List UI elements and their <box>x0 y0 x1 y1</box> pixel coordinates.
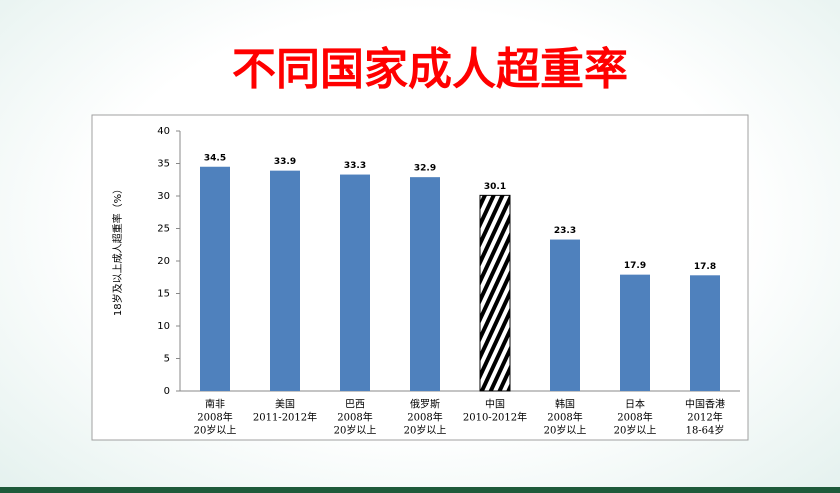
bar <box>200 166 230 391</box>
y-tick-label: 5 <box>164 354 170 365</box>
x-tick-label: 20岁以上 <box>544 424 587 437</box>
value-label: 23.3 <box>554 226 576 236</box>
bar <box>410 177 440 391</box>
bar <box>270 170 300 391</box>
value-label: 32.9 <box>414 164 436 174</box>
bar <box>479 194 511 392</box>
x-tick-label: 20岁以上 <box>614 424 657 437</box>
chart-title: 不同国家成人超重率 <box>232 44 628 95</box>
x-tick-label: 18-64岁 <box>686 424 725 437</box>
x-tick-label: 中国 <box>485 398 505 411</box>
x-tick-label: 日本 <box>625 398 645 411</box>
y-tick-label: 35 <box>157 159 170 170</box>
y-tick-label: 0 <box>164 386 170 397</box>
x-tick-label: 20岁以上 <box>194 424 237 437</box>
y-tick-label: 30 <box>157 191 170 202</box>
y-tick-label: 20 <box>157 256 170 267</box>
x-tick-label: 2012年 <box>687 411 722 424</box>
x-tick-label: 巴西 <box>345 399 365 411</box>
x-tick-label: 2011-2012年 <box>253 411 317 424</box>
x-tick-label: 20岁以上 <box>404 424 447 437</box>
bar <box>340 174 370 391</box>
x-tick-label: 2008年 <box>547 411 582 424</box>
y-tick-label: 40 <box>157 126 170 137</box>
value-label: 34.5 <box>204 153 226 163</box>
x-tick-label: 2008年 <box>197 411 232 424</box>
x-tick-label: 2010-2012年 <box>463 411 527 424</box>
x-tick-label: 20岁以上 <box>334 424 377 437</box>
bottom-bar <box>0 487 840 493</box>
value-label: 33.3 <box>344 161 366 171</box>
y-tick-label: 25 <box>157 224 170 235</box>
y-tick-label: 10 <box>157 321 170 332</box>
x-tick-label: 2008年 <box>337 411 372 424</box>
value-label: 30.1 <box>484 182 506 192</box>
x-tick-label: 南非 <box>205 398 225 411</box>
x-tick-label: 俄罗斯 <box>410 398 440 411</box>
x-tick-label: 2008年 <box>407 411 442 424</box>
value-label: 17.8 <box>694 262 716 272</box>
x-tick-label: 韩国 <box>555 398 575 411</box>
y-tick-label: 15 <box>157 289 170 300</box>
bar <box>550 239 580 391</box>
value-label: 17.9 <box>624 261 646 271</box>
value-label: 33.9 <box>274 157 296 167</box>
y-axis-title: 18岁及以上成人超重率（%） <box>111 184 124 316</box>
x-tick-label: 2008年 <box>617 411 652 424</box>
bar <box>690 275 720 391</box>
x-tick-label: 美国 <box>275 398 295 411</box>
bar <box>620 274 650 391</box>
x-tick-label: 中国香港 <box>685 398 725 411</box>
